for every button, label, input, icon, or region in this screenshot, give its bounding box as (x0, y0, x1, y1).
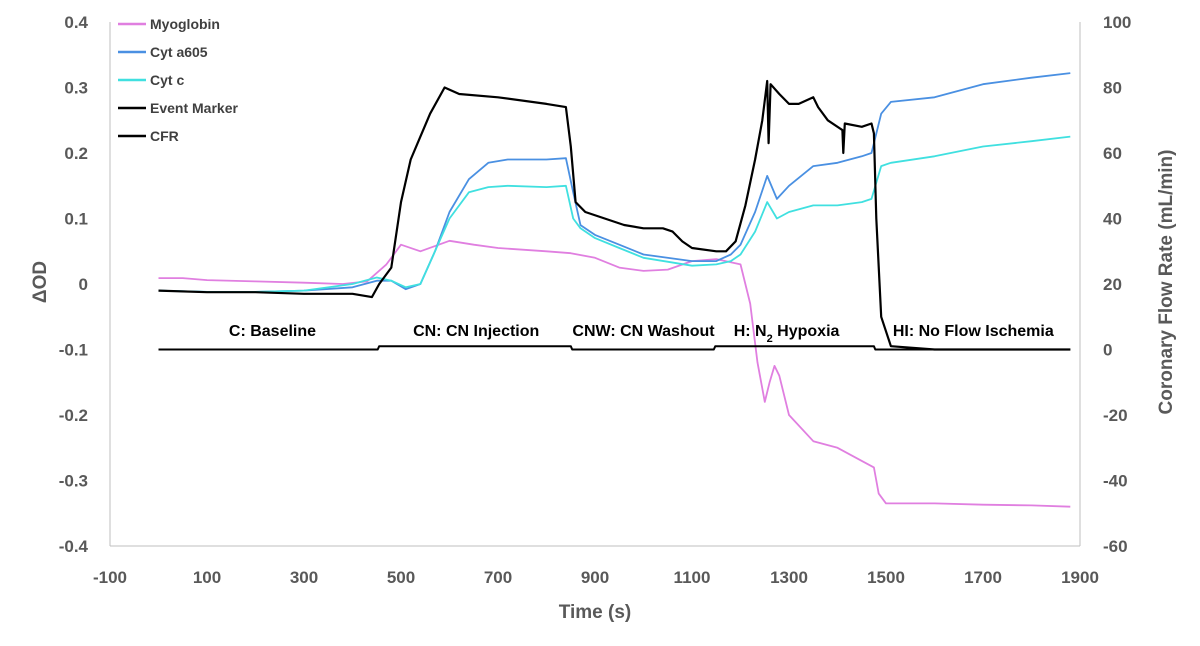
x-tick-label: 1500 (867, 568, 905, 587)
phase-annotations: C: Baseline CN: CN Injection CNW: CN Washo… (229, 323, 1054, 345)
x-tick-label: 300 (290, 568, 318, 587)
x-tick-label: 500 (387, 568, 415, 587)
y2-tick-label: 20 (1103, 275, 1122, 294)
y2-tick-label: 60 (1103, 144, 1122, 163)
phase-label: C: Baseline (229, 323, 316, 340)
y-tick-label: 0 (79, 275, 88, 294)
phase-label: CN: CN Injection (413, 323, 539, 340)
x-axis-title: Time (s) (559, 602, 632, 623)
y-axis-title: ΔOD (30, 261, 51, 303)
y2-tick-label: 0 (1103, 341, 1112, 360)
y-tick-label: 0.4 (64, 13, 88, 32)
y-tick-label: 0.3 (64, 79, 88, 98)
series-line-myoglobin (158, 239, 1071, 508)
x-tick-label: 1300 (770, 568, 808, 587)
legend-label: Cyt a605 (150, 44, 208, 60)
y2-tick-label: -20 (1103, 406, 1128, 425)
series-layer (158, 72, 1071, 508)
x-tick-label: -100 (93, 568, 127, 587)
x-tick-label: 900 (581, 568, 609, 587)
series-line-cfr (158, 79, 1071, 351)
legend-label: Event Marker (150, 100, 238, 116)
series-line-cyt-c (158, 135, 1071, 293)
y2-tick-label: -60 (1103, 537, 1128, 556)
y-tick-label: -0.2 (59, 406, 88, 425)
legend-label: Cyt c (150, 72, 184, 88)
y2-tick-label: 40 (1103, 210, 1122, 229)
phase-label: HI: No Flow Ischemia (893, 323, 1054, 340)
y2-tick-label: 100 (1103, 13, 1131, 32)
x-tick-label: 1100 (674, 568, 711, 587)
y-tick-label: -0.4 (59, 537, 89, 556)
y2-tick-label: -40 (1103, 472, 1128, 491)
axes (109, 22, 1081, 547)
series-line-event-marker (158, 345, 1071, 351)
y-tick-label: -0.3 (59, 472, 88, 491)
y-tick-label: 0.2 (64, 144, 88, 163)
legend-label: CFR (150, 128, 179, 144)
phase-label-subscript: 2 (767, 333, 773, 345)
x-tick-label: 700 (484, 568, 512, 587)
phase-label: CNW: CN Washout (572, 323, 715, 340)
y-tick-label: -0.1 (59, 341, 88, 360)
phase-label: H: N2 Hypoxia (734, 323, 840, 345)
y2-tick-label: 80 (1103, 79, 1122, 98)
x-tick-label: 100 (193, 568, 221, 587)
y-tick-label: 0.1 (64, 210, 88, 229)
y2-axis-title: Coronary Flow Rate (mL/min) (1156, 150, 1177, 415)
legend: Myoglobin Cyt a605 Cyt c Event Marker CFR (118, 16, 238, 144)
tick-labels: -100 100 300 500 700 900 1100 1300 1500 1700 1900 0… (59, 13, 1132, 587)
series-line-cyt-a605 (158, 72, 1071, 293)
x-tick-label: 1700 (964, 568, 1002, 587)
legend-label: Myoglobin (150, 16, 220, 32)
x-tick-label: 1900 (1061, 568, 1099, 587)
